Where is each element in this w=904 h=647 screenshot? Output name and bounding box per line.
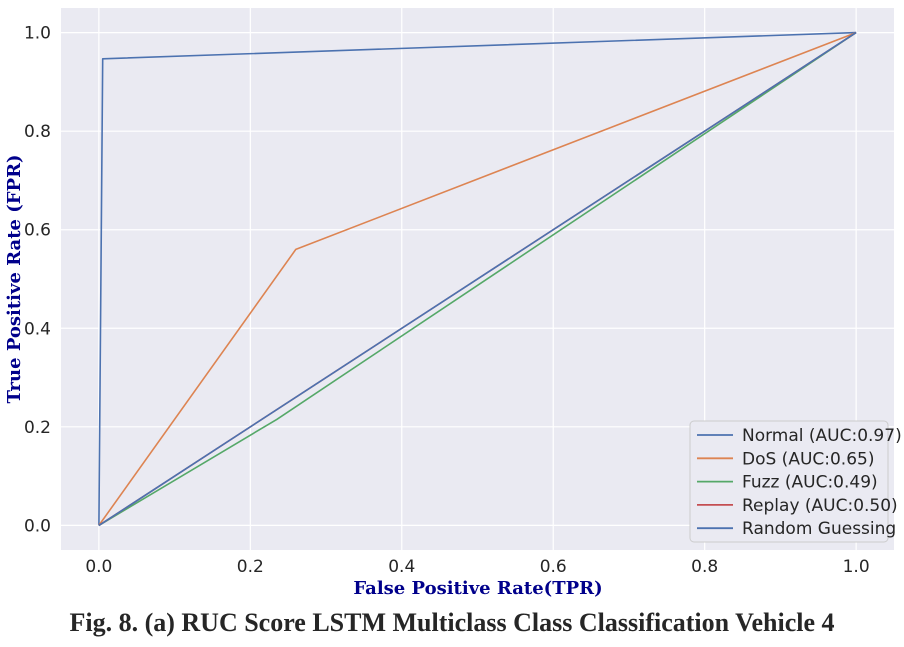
y-tick-label: 1.0 [24, 24, 51, 44]
grid-lines [61, 8, 894, 550]
legend-label: Random Guessing [742, 519, 896, 539]
series-line [98, 31, 857, 527]
y-tick-labels: 0.0 0.2 0.4 0.6 0.8 1.0 [24, 24, 51, 537]
legend: Normal (AUC:0.97) DoS (AUC:0.65) Fuzz (AUC… [689, 420, 902, 543]
y-tick-label: 0.0 [24, 516, 51, 536]
x-tick-label: 0.0 [85, 557, 112, 577]
series-line [98, 31, 857, 526]
x-tick-label: 0.4 [388, 557, 415, 577]
legend-label: Normal (AUC:0.97) [742, 426, 902, 446]
y-tick-label: 0.4 [24, 319, 51, 339]
legend-box [689, 420, 889, 543]
x-axis-title: False Positive Rate(TPR) [353, 578, 602, 599]
x-tick-labels: 0.0 0.2 0.4 0.6 0.8 1.0 [85, 557, 869, 577]
legend-label: Replay (AUC:0.50) [742, 496, 898, 516]
figure-caption: Fig. 8. (a) RUC Score LSTM Multiclass Cl… [69, 608, 835, 637]
x-tick-label: 0.2 [237, 557, 264, 577]
series-line [98, 31, 857, 526]
y-tick-label: 0.8 [24, 122, 51, 142]
legend-label: Fuzz (AUC:0.49) [742, 473, 878, 493]
y-tick-label: 0.6 [24, 221, 51, 241]
legend-label: DoS (AUC:0.65) [742, 449, 874, 469]
series-lines [98, 31, 857, 527]
x-tick-label: 0.8 [691, 557, 718, 577]
series-line [98, 31, 857, 527]
y-tick-label: 0.2 [24, 418, 51, 438]
roc-chart: 0.0 0.2 0.4 0.6 0.8 1.0 0.0 0.2 0.4 0.6 0.8 1.0 Fa… [4, 8, 902, 599]
x-tick-label: 1.0 [843, 557, 870, 577]
y-axis-title: True Positive Rate (FPR) [4, 154, 25, 403]
x-tick-label: 0.6 [540, 557, 567, 577]
